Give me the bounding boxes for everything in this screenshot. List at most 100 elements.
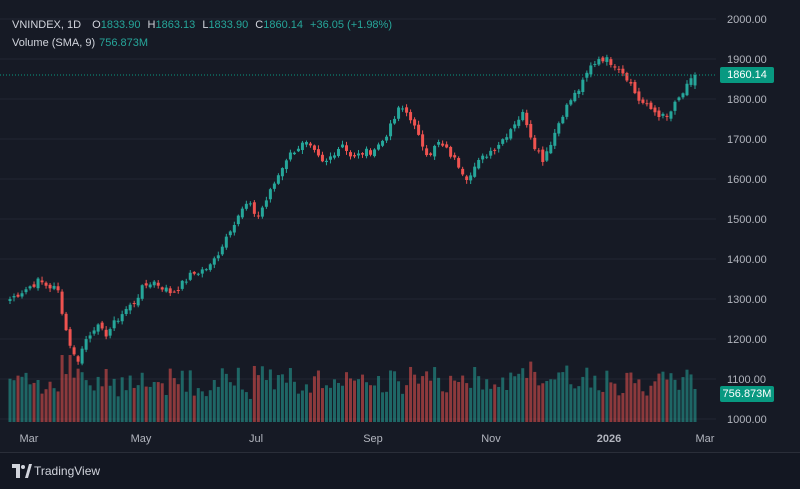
volume-bar <box>120 377 124 422</box>
volume-bar <box>373 385 377 422</box>
symbol-name[interactable]: VNINDEX, 1D <box>12 19 82 31</box>
candle-body <box>465 176 469 181</box>
volume-bar <box>316 370 320 422</box>
candle-body <box>80 348 84 364</box>
candle-body <box>284 160 288 170</box>
candle-body <box>176 289 180 291</box>
volume-bar <box>649 385 653 422</box>
high-label: H <box>147 19 156 31</box>
volume-bar <box>497 386 501 422</box>
volume-bar <box>320 388 324 422</box>
volume-bar <box>52 388 56 422</box>
legend-ohlc: VNINDEX, 1D O1833.90 H1863.13 L1833.90 C… <box>12 19 392 31</box>
candle-body <box>20 293 24 297</box>
candle-body <box>685 83 689 96</box>
volume-bar <box>485 379 489 422</box>
candle-body <box>361 153 365 155</box>
candle-body <box>669 111 673 119</box>
price-tick-label: 1800.00 <box>727 94 767 106</box>
volume-bar <box>445 392 449 422</box>
volume-bar <box>505 389 509 422</box>
candle-body <box>8 299 12 302</box>
candle-body <box>336 149 340 157</box>
close-label: C <box>255 19 264 31</box>
candle-body <box>320 154 324 162</box>
candle-body <box>525 112 529 126</box>
price-tick-label: 1200.00 <box>727 334 767 346</box>
candle-body <box>425 148 429 156</box>
candle-body <box>469 175 473 181</box>
volume-bar <box>529 361 533 422</box>
price-tick-label: 1500.00 <box>727 214 767 226</box>
candle-body <box>144 283 148 286</box>
volume-bar <box>609 382 613 422</box>
volume-bar <box>369 385 373 422</box>
candle-body <box>204 269 208 271</box>
volume-bar <box>517 373 521 422</box>
candle-body <box>489 150 493 156</box>
price-tick-label: 1400.00 <box>727 254 767 266</box>
candle-body <box>276 175 280 184</box>
volume-label[interactable]: Volume (SMA, 9) <box>12 37 96 49</box>
tradingview-logo-icon[interactable] <box>12 464 32 478</box>
volume-bar <box>425 371 429 422</box>
volume-bar <box>673 379 677 422</box>
candle-body <box>453 155 457 158</box>
chart-canvas[interactable]: 1000.00 1100.00 1200.00 1300.00 1400.00 1500.… <box>0 0 800 452</box>
volume-bar <box>44 389 48 422</box>
volume-bar <box>469 387 473 422</box>
volume-bar <box>232 385 236 422</box>
time-tick-label: Jul <box>249 433 263 445</box>
candle-body <box>653 107 657 113</box>
volume-bar <box>641 391 645 422</box>
price-axis[interactable]: 1000.00 1100.00 1200.00 1300.00 1400.00 1500.… <box>727 14 767 426</box>
candle-body <box>12 296 16 298</box>
volume-bar <box>108 385 112 422</box>
footer: TradingView <box>0 452 800 489</box>
candle-body <box>629 82 633 84</box>
time-tick-label: Sep <box>363 433 383 445</box>
brand-name[interactable]: TradingView <box>34 464 101 478</box>
candle-body <box>232 224 236 233</box>
volume-bar <box>401 393 405 422</box>
volume-bar <box>605 370 609 422</box>
candle-body <box>44 282 48 286</box>
volume-bar <box>188 370 192 422</box>
candle-body <box>152 281 156 286</box>
volume-bar <box>653 381 657 422</box>
candle-body <box>429 153 433 155</box>
volume-bar <box>533 371 537 422</box>
volume-bar <box>585 367 589 422</box>
candle-body <box>673 101 677 111</box>
candle-body <box>529 123 533 138</box>
candle-body <box>485 156 489 158</box>
candle-body <box>441 143 445 146</box>
candle-body <box>40 280 44 283</box>
volume-bar <box>461 375 465 422</box>
volume-bar <box>413 374 417 422</box>
candle-body <box>48 284 52 289</box>
candle-body <box>521 111 525 121</box>
volume-bar <box>661 371 665 422</box>
candle-body <box>60 291 64 314</box>
volume-bar <box>417 383 421 422</box>
volume-bar <box>525 377 529 422</box>
candle-body <box>381 140 385 146</box>
candle-body <box>405 107 409 113</box>
candle-body <box>569 100 573 105</box>
volume-bar <box>244 392 248 422</box>
candle-body <box>401 108 405 110</box>
candle-body <box>461 168 465 175</box>
volume-bar <box>328 387 332 422</box>
candle-body <box>625 73 629 81</box>
volume-bar <box>136 385 140 422</box>
volume-bar <box>272 389 276 422</box>
volume-bar <box>88 385 92 422</box>
volume-bar <box>56 391 60 422</box>
candle-body <box>324 160 328 163</box>
time-axis[interactable]: Mar May Jul Sep Nov 2026 Mar <box>20 433 715 445</box>
volume-bar <box>68 355 72 422</box>
volume-bar <box>224 373 228 422</box>
volume-bar <box>124 390 128 422</box>
